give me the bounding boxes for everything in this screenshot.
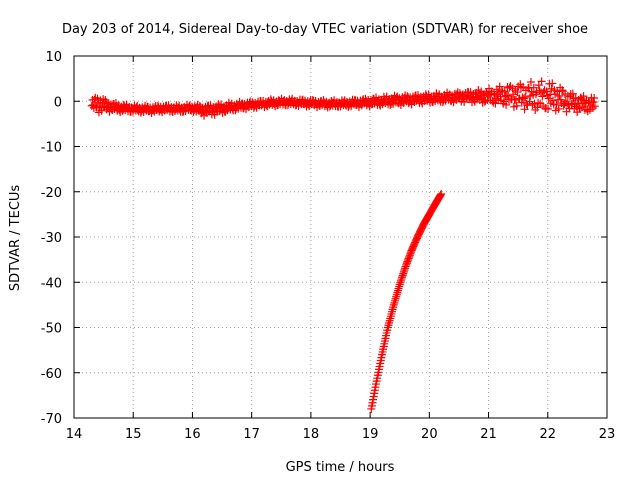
- main-trace-point: [556, 95, 565, 104]
- y-tick-label: -30: [41, 231, 62, 246]
- main-trace-point: [526, 78, 535, 87]
- y-tick-label: -60: [41, 367, 62, 382]
- main-trace-point: [555, 91, 564, 100]
- main-trace-point: [521, 93, 530, 102]
- main-trace-point: [520, 105, 529, 114]
- data-marks: [87, 77, 599, 413]
- main-trace-point: [590, 94, 599, 103]
- chart-title: Day 203 of 2014, Sidereal Day-to-day VTE…: [62, 22, 588, 37]
- x-tick-label: 14: [66, 427, 83, 442]
- main-trace-point: [579, 92, 588, 101]
- x-tick-label: 18: [303, 427, 320, 442]
- main-trace-point: [544, 105, 553, 114]
- y-tick-label: 0: [54, 95, 62, 110]
- y-tick-label: -20: [41, 186, 62, 201]
- y-tick-label: -70: [41, 412, 62, 427]
- y-tick-label: -10: [41, 141, 62, 156]
- main-trace-point: [568, 89, 577, 98]
- x-tick-label: 19: [362, 427, 379, 442]
- x-tick-label: 22: [540, 427, 557, 442]
- x-axis-label: GPS time / hours: [286, 460, 395, 475]
- x-tick-label: 20: [421, 427, 438, 442]
- main-trace-point: [538, 92, 547, 101]
- main-trace-point: [529, 83, 538, 92]
- main-trace-point: [590, 102, 599, 111]
- main-trace-point: [531, 90, 540, 99]
- main-trace-point: [517, 98, 526, 107]
- main-trace-point: [537, 77, 546, 86]
- y-tick-label: -50: [41, 322, 62, 337]
- y-tick-label: 10: [45, 50, 62, 65]
- y-axis-label: SDTVAR / TECUs: [8, 185, 23, 292]
- descending-arc-point: [437, 190, 446, 199]
- main-trace-point: [502, 100, 511, 109]
- main-trace-point: [509, 90, 518, 99]
- plot-frame: [73, 55, 608, 419]
- y-tick-label: -40: [41, 276, 62, 291]
- main-trace-point: [519, 94, 528, 103]
- x-tick-label: 15: [125, 427, 142, 442]
- main-trace-point: [589, 98, 598, 107]
- x-tick-label: 16: [184, 427, 201, 442]
- main-trace-point: [554, 104, 563, 113]
- x-tick-label: 23: [599, 427, 616, 442]
- x-tick-label: 21: [480, 427, 497, 442]
- x-tick-label: 17: [243, 427, 260, 442]
- main-trace-point: [513, 88, 522, 97]
- main-trace-point: [500, 87, 509, 96]
- tick-labels: 14 15 16 17 18 19 20 21 22 23 10 0 -10 -20 -30 -40 -50 -6…: [41, 50, 616, 442]
- grid: [74, 56, 607, 418]
- main-trace-point: [548, 96, 557, 105]
- main-trace-point: [544, 94, 553, 103]
- main-trace-point: [512, 101, 521, 110]
- main-trace-point: [548, 79, 557, 88]
- main-trace-point: [495, 82, 504, 91]
